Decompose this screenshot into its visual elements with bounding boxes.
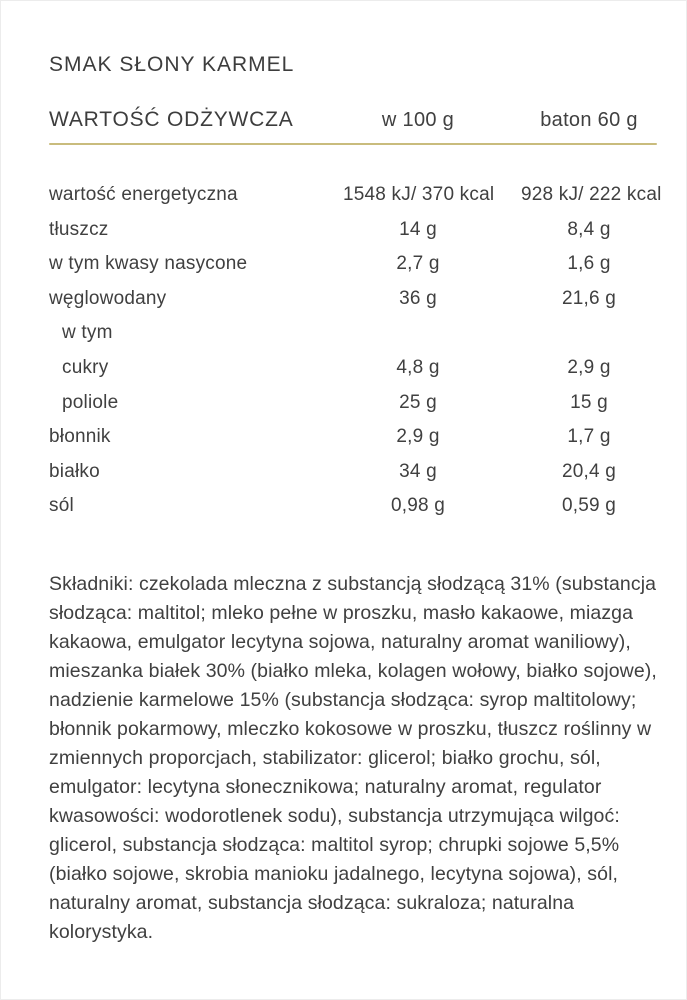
header-per-100g: w 100 g <box>381 109 455 131</box>
row-label: węglowodany <box>49 287 167 309</box>
table-row-protein: białko 34 g 20,4 g <box>49 455 657 490</box>
row-label: w tym kwasy nasycone <box>49 253 248 275</box>
row-value-per-100g: 4,8 g <box>396 356 440 378</box>
table-row-energy: wartość energetyczna 1548 kJ/ 370 kcal 9… <box>49 178 661 213</box>
row-label: błonnik <box>49 426 111 448</box>
row-value-per-100g: 2,9 g <box>396 426 440 448</box>
table-row-sugars: cukry 4,8 g 2,9 g <box>49 351 657 386</box>
row-value-per-bar: 15 g <box>570 391 608 413</box>
row-label: w tym <box>62 322 113 344</box>
row-value-per-bar: 2,9 g <box>567 356 611 378</box>
table-row-of-which: w tym <box>49 316 657 351</box>
row-value-per-bar: 928 kJ/ 222 kcal <box>521 184 662 205</box>
row-value-per-100g: 14 g <box>399 218 437 240</box>
row-value-per-100g: 34 g <box>399 460 437 482</box>
row-label: cukry <box>62 356 109 378</box>
row-label: sól <box>49 495 74 517</box>
header-nutrition-facts: WARTOŚĆ ODŻYWCZA <box>49 108 294 131</box>
table-row-saturates: w tym kwasy nasycone 2,7 g 1,6 g <box>49 247 657 282</box>
gold-divider-line <box>49 143 657 145</box>
row-label: poliole <box>62 391 119 413</box>
row-value-per-bar: 20,4 g <box>561 460 617 482</box>
table-row-carbohydrates: węglowodany 36 g 21,6 g <box>49 282 657 317</box>
nutrition-table-header: WARTOŚĆ ODŻYWCZA w 100 g baton 60 g <box>49 108 657 132</box>
table-row-fat: tłuszcz 14 g 8,4 g <box>49 213 657 248</box>
row-label: białko <box>49 460 100 482</box>
flavor-title: SMAK SŁONY KARMEL <box>49 53 295 76</box>
row-label: tłuszcz <box>49 218 109 240</box>
row-value-per-bar: 21,6 g <box>561 287 617 309</box>
row-value-per-100g: 36 g <box>399 287 437 309</box>
row-value-per-100g: 2,7 g <box>396 253 440 275</box>
row-label: wartość energetyczna <box>49 184 238 205</box>
row-value-per-bar: 1,6 g <box>567 253 611 275</box>
table-row-polyols: poliole 25 g 15 g <box>49 386 657 421</box>
row-value-per-bar: 1,7 g <box>567 426 611 448</box>
row-value-per-100g: 0,98 g <box>390 495 446 517</box>
table-row-salt: sól 0,98 g 0,59 g <box>49 489 657 524</box>
row-value-per-100g: 1548 kJ/ 370 kcal <box>343 184 495 205</box>
nutrition-table-body: wartość energetyczna 1548 kJ/ 370 kcal 9… <box>49 178 661 524</box>
table-row-fibre: błonnik 2,9 g 1,7 g <box>49 420 657 455</box>
header-per-bar: baton 60 g <box>540 109 638 131</box>
row-value-per-bar: 0,59 g <box>561 495 617 517</box>
ingredients-paragraph: Składniki: czekolada mleczna z substancj… <box>49 572 657 943</box>
row-value-per-bar: 8,4 g <box>567 218 611 240</box>
row-value-per-100g: 25 g <box>399 391 437 413</box>
